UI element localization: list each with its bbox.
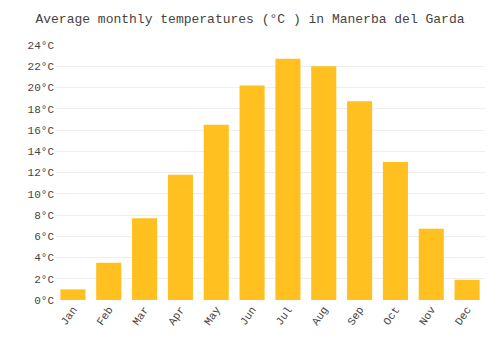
svg-text:24°C: 24°C (28, 40, 55, 52)
svg-text:Jul: Jul (274, 304, 295, 327)
svg-text:Average monthly temperatures (: Average monthly temperatures (°C ) in Ma… (35, 12, 464, 27)
svg-text:Nov: Nov (417, 304, 438, 327)
svg-text:Feb: Feb (95, 304, 116, 327)
svg-text:22°C: 22°C (28, 61, 55, 73)
svg-text:Jun: Jun (238, 304, 259, 327)
svg-text:6°C: 6°C (34, 231, 54, 243)
svg-text:20°C: 20°C (28, 82, 55, 94)
svg-text:2°C: 2°C (34, 274, 54, 286)
svg-text:16°C: 16°C (28, 125, 55, 137)
svg-text:4°C: 4°C (34, 252, 54, 264)
svg-text:14°C: 14°C (28, 146, 55, 158)
svg-text:10°C: 10°C (28, 189, 55, 201)
svg-text:Dec: Dec (453, 304, 474, 327)
svg-text:12°C: 12°C (28, 167, 55, 179)
svg-text:Sep: Sep (345, 304, 366, 327)
svg-text:Oct: Oct (381, 304, 402, 327)
svg-text:Aug: Aug (310, 304, 331, 327)
svg-text:Mar: Mar (130, 304, 151, 327)
svg-text:Apr: Apr (166, 304, 187, 327)
svg-text:8°C: 8°C (34, 210, 54, 222)
svg-text:Jan: Jan (59, 304, 80, 327)
svg-text:May: May (202, 304, 223, 327)
svg-text:18°C: 18°C (28, 104, 55, 116)
svg-text:0°C: 0°C (34, 295, 54, 307)
